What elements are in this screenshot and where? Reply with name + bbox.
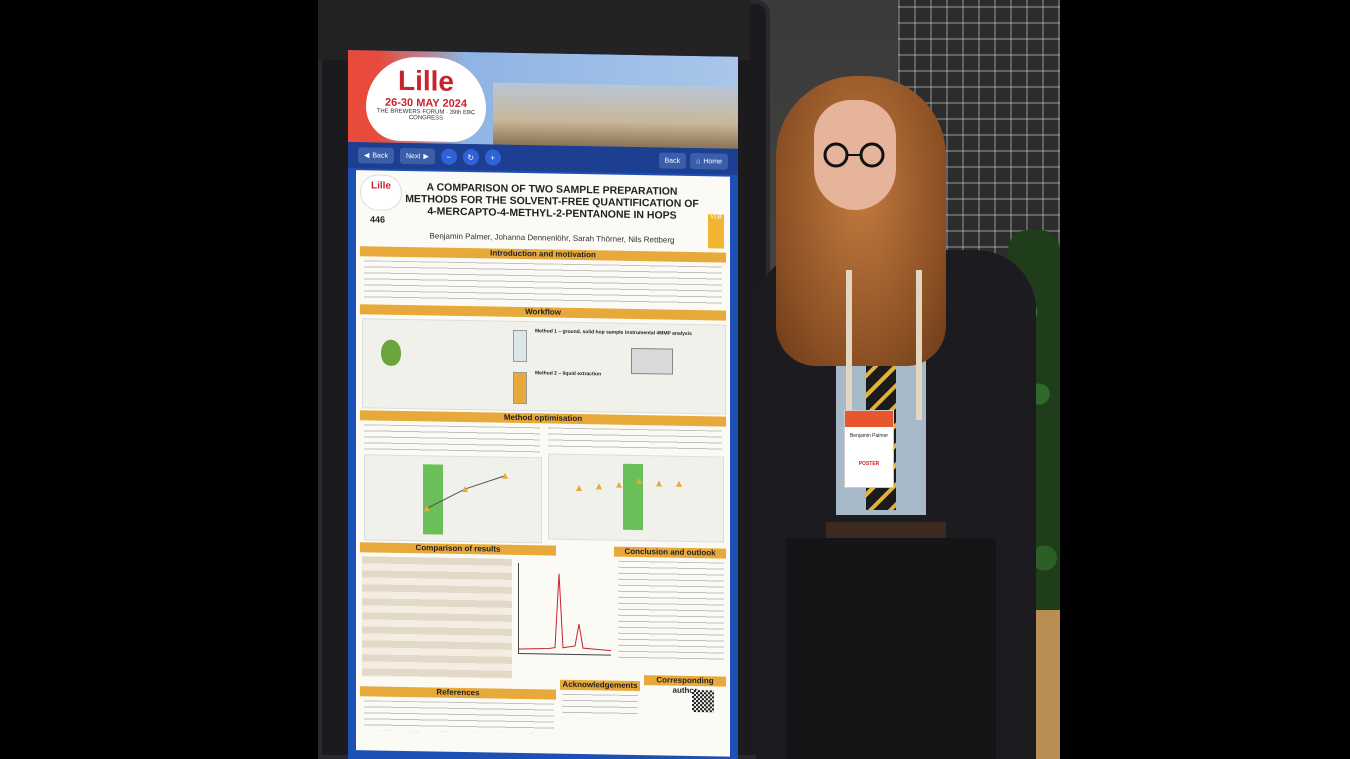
section-acknowledgements: Acknowledgements xyxy=(560,679,640,692)
reset-zoom-button[interactable]: ↻ xyxy=(462,149,479,166)
method2-label: Method 2 – liquid extraction xyxy=(535,370,602,378)
workflow-panel: Method 1 – ground, solid hop sample Meth… xyxy=(362,318,726,415)
badge-name: Benjamin Palmer xyxy=(849,433,889,439)
scientific-poster: Lille 446 VLB A COMPARISON OF TWO SAMPLE… xyxy=(356,170,730,757)
poster-navigation-toolbar: ◀ Back Next ▶ − ↻ + Back xyxy=(348,142,738,175)
extraction-points xyxy=(576,478,682,492)
home-icon: ⌂ xyxy=(696,157,701,165)
belt xyxy=(826,522,946,538)
congress-banner: Lille 26-30 MAY 2024 THE BREWERS FORUM ·… xyxy=(348,50,738,149)
zoom-out-icon: − xyxy=(446,152,452,162)
dosage-trend-line xyxy=(424,472,508,512)
name-badge: Benjamin Palmer POSTER xyxy=(844,410,894,488)
poster-title: A COMPARISON OF TWO SAMPLE PREPARATION M… xyxy=(405,181,699,222)
hop-cone-image xyxy=(381,339,401,366)
arrow-left-icon: ◀ xyxy=(364,152,370,160)
dosage-chart xyxy=(364,454,542,544)
vlb-logo: VLB xyxy=(708,214,724,249)
next-button[interactable]: Next ▶ xyxy=(399,147,435,165)
lille-brand: Lille xyxy=(397,64,454,97)
section-intro: Introduction and motivation xyxy=(360,246,726,263)
right-back-label: Back xyxy=(664,157,681,165)
congress-subtitle: THE BREWERS FORUM · 39th EBC CONGRESS xyxy=(376,108,476,122)
next-label: Next xyxy=(405,152,421,160)
lanyard xyxy=(846,270,922,420)
back-label: Back xyxy=(372,151,388,160)
intro-text-block xyxy=(364,260,722,307)
method-opt-text-right xyxy=(548,427,722,453)
zoom-in-button[interactable]: + xyxy=(484,149,501,166)
zoom-out-button[interactable]: − xyxy=(440,148,457,165)
poster-lille-logo: Lille xyxy=(360,174,402,211)
instrumental-label: Instrumental 4MMP analysis xyxy=(625,329,692,338)
qr-code xyxy=(692,690,714,713)
poster-display-monitor: Lille 26-30 MAY 2024 THE BREWERS FORUM ·… xyxy=(318,0,770,759)
dark-trousers xyxy=(786,538,996,759)
arrow-right-icon: ▶ xyxy=(423,153,429,161)
extraction-time-chart xyxy=(548,453,724,543)
vial-method2 xyxy=(513,371,527,405)
acknowledgements-text xyxy=(562,693,638,720)
home-label: Home xyxy=(703,157,722,166)
method1-label: Method 1 – ground, solid hop sample xyxy=(535,328,624,336)
poster-number: 446 xyxy=(370,214,386,225)
zoom-in-icon: + xyxy=(490,152,496,163)
references-text xyxy=(364,700,554,734)
section-references: References xyxy=(360,686,556,700)
section-workflow: Workflow xyxy=(360,304,726,321)
vial-method1 xyxy=(513,329,527,363)
home-button[interactable]: ⌂ Home xyxy=(690,152,728,170)
presenter-person: Benjamin Palmer POSTER xyxy=(756,70,1056,759)
photo-scene: Lille 26-30 MAY 2024 THE BREWERS FORUM ·… xyxy=(318,0,1060,759)
display-screen: Lille 26-30 MAY 2024 THE BREWERS FORUM ·… xyxy=(348,50,738,759)
glasses-icon xyxy=(823,142,885,168)
right-back-button[interactable]: Back xyxy=(658,152,687,169)
toolbar-right-group: Back ⌂ Home xyxy=(658,152,728,170)
section-corresponding-author: Corresponding author xyxy=(644,675,726,695)
lille-logo: Lille 26-30 MAY 2024 THE BREWERS FORUM ·… xyxy=(366,56,486,143)
back-button[interactable]: ◀ Back xyxy=(358,147,394,164)
conclusion-text xyxy=(618,560,724,663)
section-comparison: Comparison of results xyxy=(360,542,556,556)
method-opt-text-left xyxy=(364,424,540,454)
gc-instrument-image xyxy=(631,347,673,375)
section-conclusion: Conclusion and outlook xyxy=(614,546,726,559)
comparison-table xyxy=(362,556,512,679)
chromatogram-plot xyxy=(518,562,612,656)
refresh-icon: ↻ xyxy=(467,152,475,162)
badge-role: POSTER xyxy=(858,461,880,467)
chromatogram-trace xyxy=(518,573,612,652)
poster-authors: Benjamin Palmer, Johanna Dennenlöhr, Sar… xyxy=(429,231,675,245)
badge-header xyxy=(845,411,893,427)
city-skyline-image xyxy=(493,82,738,149)
